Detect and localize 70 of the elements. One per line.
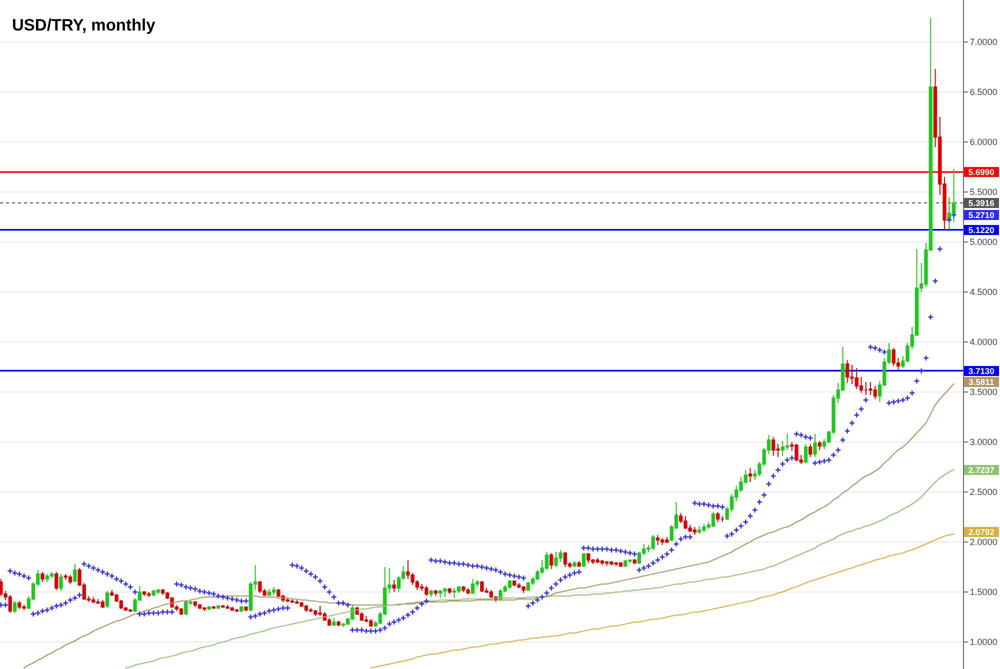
candlestick [12,600,17,614]
candlestick [692,526,697,536]
candlestick [73,564,77,582]
candlestick [59,574,63,592]
candlestick [429,590,433,598]
candlestick [470,578,475,594]
candlestick [198,604,202,610]
candlestick [105,590,110,608]
data-label: 3.5811 [968,377,994,387]
candlestick [40,572,44,582]
y-tick-label: 6.5000 [970,87,998,98]
candlestick [572,560,576,568]
y-tick-label: 2.0000 [970,537,998,548]
y-tick-label: 4.0000 [970,337,998,348]
y-tick-label: 3.0000 [970,437,998,448]
candlestick [813,434,817,458]
candlestick [563,552,568,568]
candlestick [804,444,808,464]
y-tick-label: 5.0000 [970,237,998,248]
candlestick [632,558,636,564]
candlestick [212,606,216,610]
line-series [125,469,954,669]
candlestick [600,560,604,566]
candlestick [240,606,244,612]
candlestick [244,606,248,612]
candlestick [550,552,554,570]
candlestick [818,440,822,450]
candlestick [290,598,294,604]
candlestick [68,574,72,584]
candlestick [54,572,58,590]
y-tick-label: 2.5000 [970,487,998,498]
candlestick [272,586,276,596]
candlestick [392,580,396,592]
candlestick [216,604,220,610]
text: USD/TRY, monthly [12,16,156,34]
candlestick [716,512,720,522]
data-label: 2.7237 [968,465,995,475]
candlestick [160,588,165,596]
y-tick-label: 4.5000 [970,287,998,298]
candlestick [207,606,211,610]
ref-line-label: 5.6990 [968,167,995,177]
candlestick [452,588,456,598]
candlestick [808,444,812,458]
candlestick [711,512,716,528]
candlestick [748,468,752,482]
candlestick [577,560,581,568]
candlestick [618,562,623,568]
ref-line-label: 5.1220 [968,225,995,235]
candlestick [50,572,54,578]
line-series [370,534,954,669]
candlestick [336,620,340,626]
candlestick [448,588,452,594]
candlestick [142,590,146,596]
candlestick [332,618,336,626]
ref-line-label: 3.7130 [968,366,995,376]
candlestick [582,552,586,568]
candlestick [434,590,438,596]
y-tick-label: 1.0000 [970,637,998,648]
data-label: 2.0792 [968,527,995,537]
line-series [23,383,954,669]
candlestick [234,608,239,612]
y-tick-label: 1.5000 [970,587,998,598]
candlestick [179,608,184,616]
data-label: 5.2710 [968,210,995,220]
candlestick [656,534,660,546]
y-tick-label: 5.5000 [970,187,998,198]
y-tick-label: 7.0000 [970,37,998,48]
y-tick-label: 3.5000 [970,387,998,398]
ref-line-label: 5.3916 [968,198,995,208]
y-tick-label: 6.0000 [970,137,998,148]
